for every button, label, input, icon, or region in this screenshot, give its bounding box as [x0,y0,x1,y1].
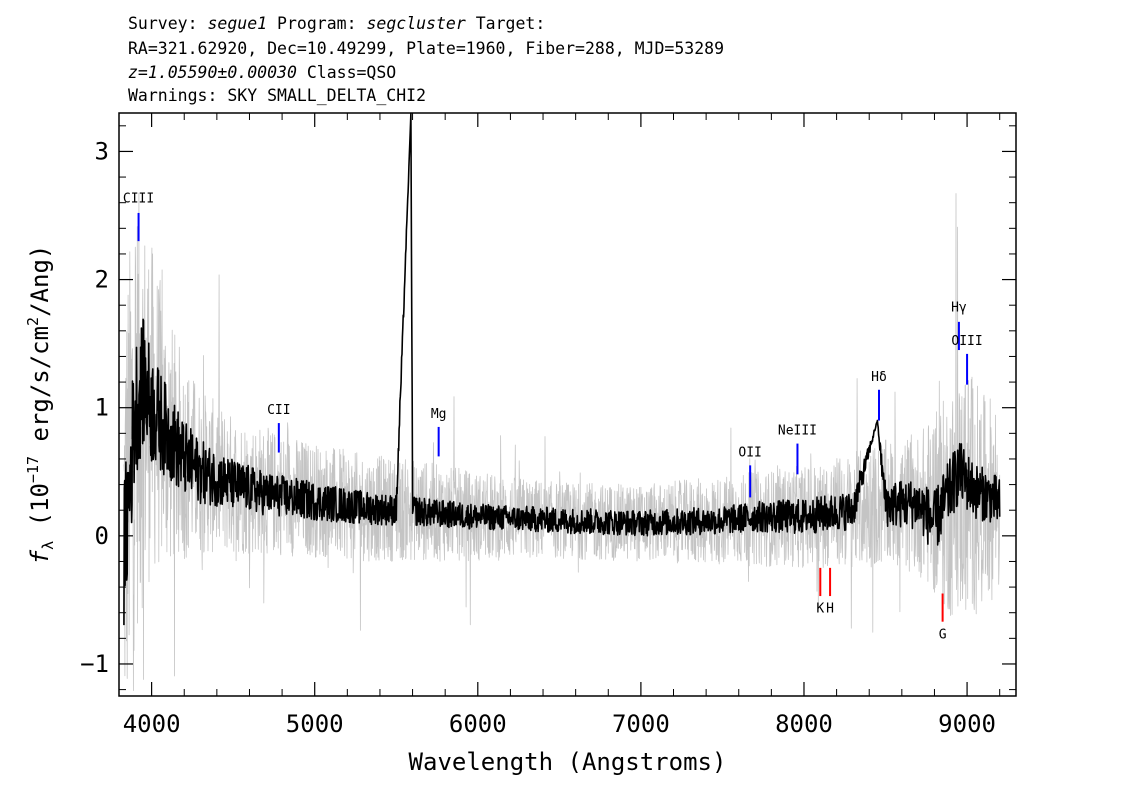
y-axis-label: fλ (10−17 erg/s/cm2/Ang) [24,245,57,565]
header-line-1: Survey: segue1 Program: segcluster Targe… [128,14,545,34]
header-line-3: z=1.05590±0.00030 Class=QSO [128,63,396,83]
program-value: segcluster [366,14,466,33]
error-series-line [123,192,1001,691]
line-marker-label-Mg: Mg [431,407,447,422]
line-marker-label-Hδ: Hδ [871,370,887,385]
x-axis-label: Wavelength (Angstroms) [409,748,727,776]
line-marker-label-Hγ: Hγ [951,301,967,316]
header-warnings: Warnings: SKY SMALL_DELTA_CHI2 [128,86,427,105]
line-marker-label-K: K [816,602,824,617]
y-tick-label: 0 [95,522,109,550]
target-label: Target: [475,14,546,33]
line-marker-label-OIII: OIII [951,334,982,349]
x-tick-label: 6000 [449,710,507,738]
line-marker-label-CIII: CIII [123,192,154,207]
line-marker-label-NeIII: NeIII [778,424,817,439]
line-marker-label-OII: OII [738,445,761,460]
x-tick-label: 8000 [775,710,833,738]
flux-series-line [123,113,1001,626]
class-value: Class=QSO [306,63,397,82]
line-marker-label-G: G [939,627,947,642]
redshift-value: z=1.05590±0.00030 [128,63,297,82]
y-tick-label: 1 [95,394,109,422]
line-marker-label-CII: CII [267,403,290,418]
marker-layer: CIII CII Mg OII NeIII Hδ Hγ OIII K H G [123,192,983,643]
header-line-2: RA=321.62920, Dec=10.49299, Plate=1960, … [128,39,725,58]
x-tick-label: 4000 [123,710,181,738]
x-tick-label: 5000 [286,710,344,738]
survey-value: segue1 [207,14,268,33]
plot-frame [118,112,1017,697]
ticks-layer: 4000 5000 6000 7000 8000 9000 −1 0 1 2 3 [80,113,1016,738]
y-tick-label: 3 [95,137,109,165]
x-tick-label: 9000 [938,710,996,738]
y-tick-label: 2 [95,266,109,294]
series-layer [123,113,1001,691]
x-tick-label: 7000 [612,710,670,738]
survey-label: Survey: [128,14,198,33]
line-marker-label-H: H [826,602,834,617]
program-label: Program: [277,14,357,33]
y-tick-label: −1 [80,650,109,678]
